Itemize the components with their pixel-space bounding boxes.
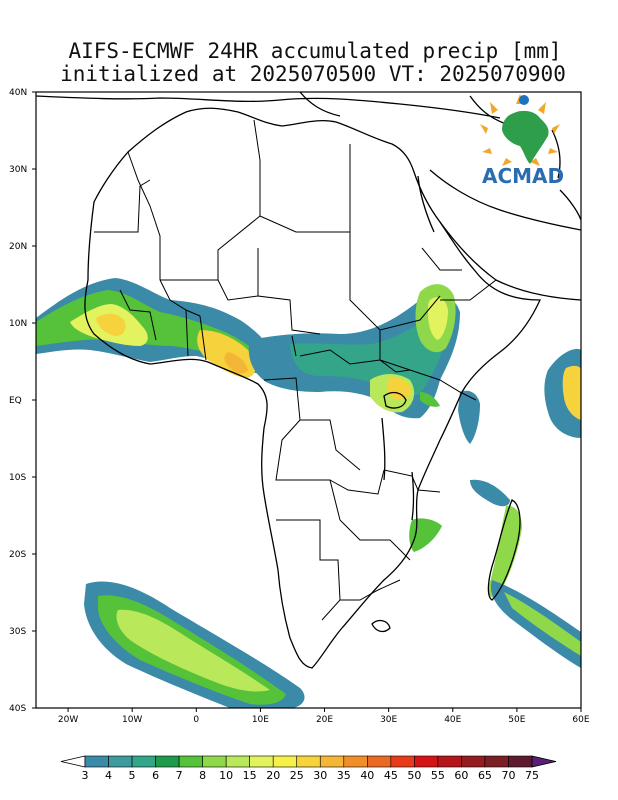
colorbar-label: 35	[337, 769, 351, 782]
precip-lake-victoria-core	[387, 377, 412, 400]
precip-west-africa-core	[96, 313, 126, 336]
colorbar-over-triangle	[531, 755, 557, 768]
colorbar-under-triangle	[60, 755, 86, 768]
colorbar-label: 8	[199, 769, 206, 782]
logo-text: ACMAD	[482, 164, 564, 188]
longitude-axis: 20W 10W 0 10E 20E 30E 40E 50E 60E	[58, 708, 590, 725]
colorbar-swatch	[178, 755, 203, 768]
lat-tick-label: 40N	[9, 88, 27, 98]
colorbar-label: 10	[219, 769, 233, 782]
lon-tick-label: 40E	[444, 715, 461, 725]
colorbar: 3 4 5 6 7 8 10 15 20 25 30 35 40 45 50 55 60 65 70 75	[60, 755, 557, 782]
colorbar-swatch	[225, 755, 250, 768]
colorbar-label: 60	[454, 769, 468, 782]
latitude-axis: 40N 30N 20N 10N EQ 10S 20S 30S 40S	[9, 88, 36, 714]
precip-somalia-coast	[458, 390, 480, 444]
madagascar-coastline	[487, 499, 521, 601]
colorbar-label: 15	[243, 769, 257, 782]
colorbar-swatch	[202, 755, 227, 768]
lat-tick-label: 20S	[9, 550, 26, 560]
colorbar-label: 45	[384, 769, 398, 782]
colorbar-swatch	[437, 755, 462, 768]
colorbar-swatch	[155, 755, 180, 768]
colorbar-swatch	[508, 755, 533, 768]
colorbar-swatch	[343, 755, 368, 768]
colorbar-swatch	[296, 755, 321, 768]
colorbar-swatch	[367, 755, 392, 768]
lon-tick-label: 10E	[252, 715, 269, 725]
africa-map-logo-icon	[502, 110, 549, 164]
lat-tick-label: 10N	[9, 319, 27, 329]
colorbar-label: 25	[290, 769, 304, 782]
chart-title-line1: AIFS-ECMWF 24HR accumulated precip [mm]	[68, 39, 562, 63]
lon-tick-label: 20W	[58, 715, 78, 725]
precip-south-atlantic-inner	[116, 609, 270, 692]
colorbar-label: 50	[407, 769, 421, 782]
colorbar-swatch	[84, 755, 109, 768]
colorbar-swatch	[108, 755, 133, 768]
lon-tick-label: 10W	[122, 715, 142, 725]
lat-tick-label: 30N	[9, 165, 27, 175]
colorbar-swatch	[131, 755, 156, 768]
colorbar-label: 70	[501, 769, 515, 782]
precip-central-belt-green	[290, 317, 445, 396]
precip-indian-ocean-south-inner	[504, 592, 581, 656]
lon-tick-label: 20E	[316, 715, 333, 725]
lat-tick-label: 30S	[9, 627, 26, 637]
caspian-red-sea	[417, 129, 561, 233]
lake-victoria	[383, 391, 407, 409]
country-borders	[94, 119, 497, 621]
europe-coastline	[36, 92, 507, 125]
acmad-logo: ACMAD	[480, 94, 564, 188]
colorbar-swatch	[249, 755, 274, 768]
colorbar-label: 65	[478, 769, 492, 782]
colorbar-swatch	[272, 755, 298, 768]
colorbar-label: 4	[105, 769, 112, 782]
colorbar-label: 40	[360, 769, 374, 782]
lon-tick-label: 50E	[508, 715, 525, 725]
chart-title-line2: initialized at 2025070500 VT: 2025070900	[60, 62, 566, 86]
precip-gulf-guinea-core	[224, 352, 248, 374]
lat-tick-label: 40S	[9, 704, 26, 714]
colorbar-swatch	[390, 755, 415, 768]
precip-shading	[36, 278, 581, 708]
colorbar-swatch	[414, 755, 439, 768]
colorbar-swatch	[319, 755, 345, 768]
colorbar-label: 5	[129, 769, 136, 782]
lat-tick-label: EQ	[9, 396, 22, 406]
colorbar-label: 75	[525, 769, 539, 782]
lat-tick-label: 10S	[9, 473, 26, 483]
colorbar-swatch	[484, 755, 509, 768]
colorbar-label: 7	[176, 769, 183, 782]
precip-ethiopia-core	[428, 297, 448, 340]
precip-madagascar-east	[470, 479, 510, 507]
lon-tick-label: 30E	[380, 715, 397, 725]
lon-tick-label: 0	[193, 715, 199, 725]
precip-madagascar	[488, 505, 522, 598]
precip-mozambique	[409, 518, 442, 552]
colorbar-label: 20	[266, 769, 280, 782]
colorbar-label: 6	[152, 769, 159, 782]
colorbar-label: 55	[431, 769, 445, 782]
south-africa-lesotho	[371, 619, 391, 633]
lon-tick-label: 60E	[572, 715, 589, 725]
lake-tanganyika	[381, 417, 386, 481]
colorbar-label: 3	[82, 769, 89, 782]
precip-indian-ocean-core	[562, 365, 581, 420]
water-drop-icon	[519, 95, 529, 105]
lat-tick-label: 20N	[9, 242, 27, 252]
colorbar-label: 30	[313, 769, 327, 782]
precip-east-coast	[420, 392, 440, 407]
colorbar-swatch	[461, 755, 486, 768]
